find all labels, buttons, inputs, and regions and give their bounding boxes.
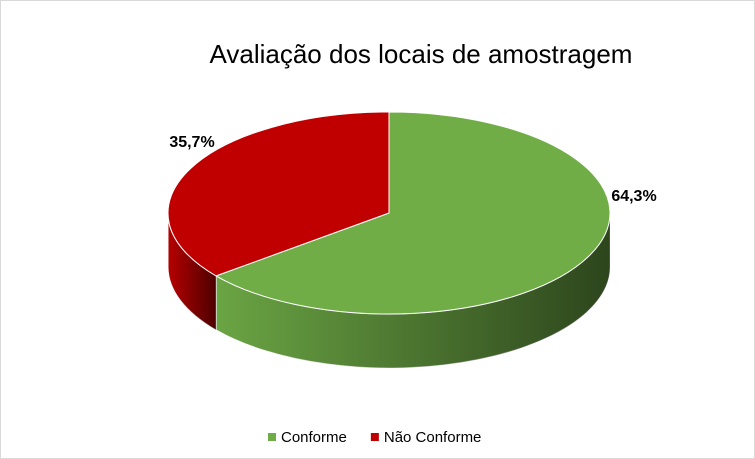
pie-side-shade [216, 213, 611, 369]
legend-swatch [370, 433, 379, 441]
data-label: 35,7% [169, 134, 214, 151]
pie-slice [214, 111, 611, 315]
pie-slice [167, 111, 390, 277]
pie-side-shade [168, 213, 217, 330]
legend-swatch [268, 433, 276, 441]
legend-label: Conforme [281, 429, 347, 446]
chart-title: Avaliação dos locais de amostragem [210, 39, 633, 69]
legend-label: Não Conforme [384, 429, 482, 446]
data-label: 64,3% [611, 188, 656, 205]
